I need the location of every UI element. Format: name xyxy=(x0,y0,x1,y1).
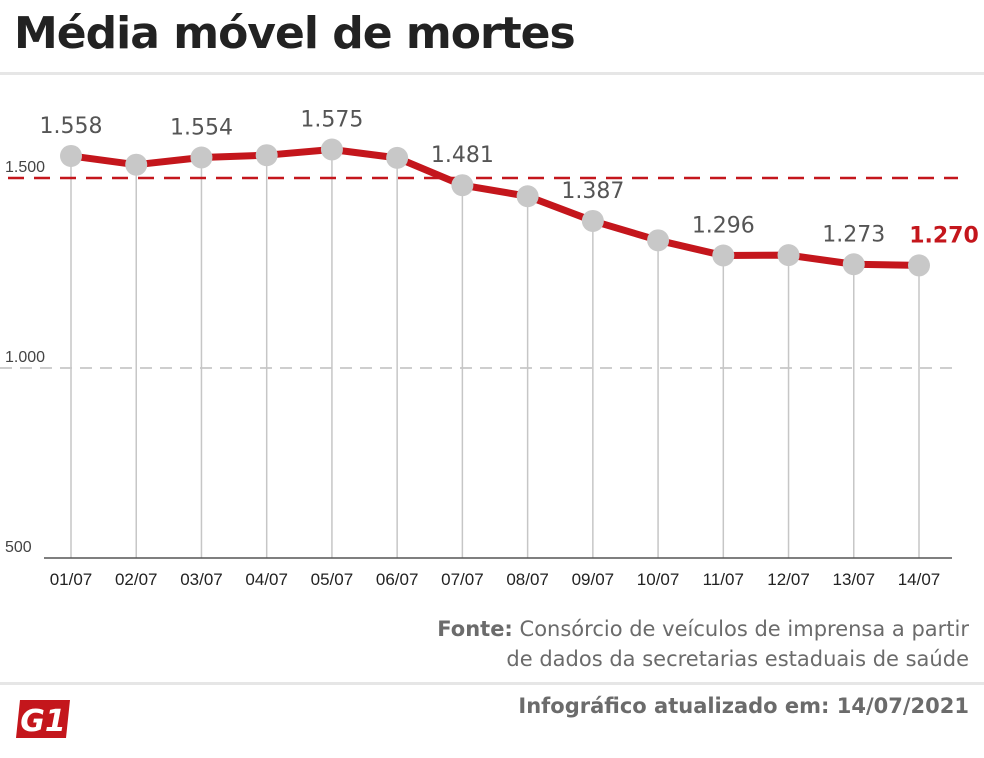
data-point xyxy=(125,153,148,176)
footer-divider xyxy=(0,682,984,685)
x-tick-label: 05/07 xyxy=(311,570,354,589)
y-tick-label: 1.000 xyxy=(5,349,45,366)
x-tick-label: 03/07 xyxy=(180,570,223,589)
x-tick-label: 08/07 xyxy=(506,570,549,589)
data-point xyxy=(712,244,735,267)
source-text-line2: de dados da secretarias estaduais de saú… xyxy=(506,647,969,671)
data-point xyxy=(842,253,865,276)
chart-title: Média móvel de mortes xyxy=(14,8,576,59)
source-label: Fonte: xyxy=(437,617,513,641)
data-point xyxy=(386,146,409,169)
data-point xyxy=(451,174,474,197)
data-label: 1.558 xyxy=(40,114,103,139)
data-point xyxy=(908,254,930,277)
logo-text: G1 xyxy=(20,704,66,739)
data-label: 1.554 xyxy=(170,115,233,140)
y-tick-label: 500 xyxy=(5,539,32,556)
x-tick-label: 10/07 xyxy=(637,570,680,589)
data-label-highlight: 1.270 xyxy=(909,223,979,248)
data-point xyxy=(581,209,604,232)
data-point xyxy=(320,138,343,161)
source-note: Fonte: Consórcio de veículos de imprensa… xyxy=(437,614,969,674)
title-divider xyxy=(0,72,984,75)
x-tick-label: 12/07 xyxy=(767,570,810,589)
data-label: 1.273 xyxy=(822,222,885,247)
updated-note: Infográfico atualizado em: 14/07/2021 xyxy=(518,694,969,718)
x-tick-label: 06/07 xyxy=(376,570,419,589)
x-tick-label: 14/07 xyxy=(898,570,941,589)
data-point xyxy=(516,185,539,208)
x-tick-label: 09/07 xyxy=(572,570,615,589)
g1-logo: G1 xyxy=(16,700,70,739)
data-point xyxy=(647,229,670,252)
line-chart: 500 1.000 1.500 1.558 1.554 1.575 1.481 1.387 1.… xyxy=(0,108,979,589)
data-label: 1.575 xyxy=(300,108,363,133)
data-label: 1.481 xyxy=(431,143,494,168)
data-label: 1.296 xyxy=(692,214,755,239)
x-tick-label: 01/07 xyxy=(50,570,93,589)
data-point xyxy=(60,144,82,167)
x-tick-label: 02/07 xyxy=(115,570,158,589)
x-tick-label: 07/07 xyxy=(441,570,484,589)
x-tick-label: 11/07 xyxy=(703,570,744,589)
data-point xyxy=(190,146,213,169)
y-tick-label: 1.500 xyxy=(5,159,45,176)
data-label: 1.387 xyxy=(561,179,624,204)
x-tick-label: 13/07 xyxy=(832,570,875,589)
x-tick-label: 04/07 xyxy=(245,570,288,589)
data-point xyxy=(777,244,800,267)
data-point xyxy=(255,144,278,167)
source-text-line1: Consórcio de veículos de imprensa a part… xyxy=(519,617,969,641)
